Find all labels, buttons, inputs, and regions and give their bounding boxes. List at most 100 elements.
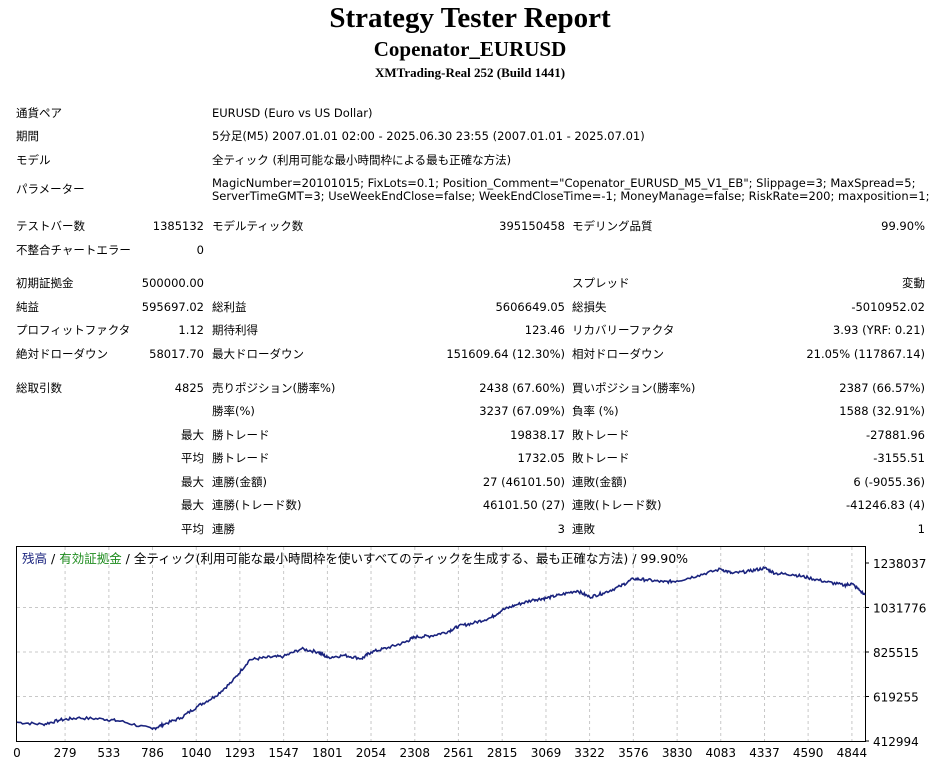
- recovery-value: 3.93 (YRF: 0.21): [832, 323, 925, 337]
- win-label: 勝率(%): [212, 404, 255, 418]
- model-ticks-value: 395150458: [499, 219, 565, 233]
- worst-trade-label: 敗トレード: [572, 428, 630, 442]
- net-label: 純益: [16, 300, 39, 314]
- report-title: Strategy Tester Report: [329, 2, 611, 34]
- best-trade-value: 19838.17: [510, 428, 565, 442]
- symbol-value: EURUSD (Euro vs US Dollar): [212, 106, 373, 120]
- short-label: 売りポジション(勝率%): [212, 381, 336, 395]
- short-value: 2438 (67.60%): [479, 381, 565, 395]
- quality-label: モデリング品質: [572, 219, 653, 233]
- x-tick-label: 2054: [356, 746, 387, 760]
- abs-dd-label: 絶対ドローダウン: [16, 347, 108, 361]
- model-ticks-label: モデルティック数: [212, 219, 304, 233]
- worst-trade-value: -27881.96: [865, 428, 925, 442]
- y-tick-label: 619255: [873, 690, 919, 704]
- x-tick-label: 3322: [574, 746, 605, 760]
- x-tick-label: 4844: [837, 746, 868, 760]
- expert-name: Copenator_EURUSD: [373, 37, 567, 61]
- max-consec-loss-label: 連敗(金額): [572, 475, 627, 489]
- test-bars-value: 1385132: [152, 219, 204, 233]
- avg-win-label: 勝トレード: [212, 451, 270, 465]
- avg-win-value: 1732.05: [517, 451, 565, 465]
- max-consec-profit-label: 連勝(トレード数): [212, 498, 302, 512]
- x-tick-label: 2308: [400, 746, 431, 760]
- max-consec-lossamt-label: 連敗(トレード数): [572, 498, 662, 512]
- max-consec-loss-value: 6 (-9055.36): [853, 475, 925, 489]
- mismatch-value: 0: [196, 243, 204, 257]
- legend-separator: /: [47, 551, 59, 566]
- max-dd-label: 最大ドローダウン: [212, 347, 304, 361]
- x-tick-label: 0: [13, 746, 21, 760]
- max-label-3: 最大: [181, 498, 204, 512]
- max-consec-win-value: 27 (46101.50): [482, 475, 565, 489]
- x-tick-label: 3576: [618, 746, 649, 760]
- params-label: パラメーター: [16, 182, 85, 196]
- rel-dd-label: 相対ドローダウン: [572, 347, 664, 361]
- avg-label-1: 平均: [181, 451, 204, 465]
- period-value: 5分足(M5) 2007.01.01 02:00 - 2025.06.30 23…: [212, 129, 645, 143]
- x-tick-label: 533: [97, 746, 120, 760]
- spread-label: スプレッド: [572, 276, 630, 290]
- chart-legend: 残高 / 有効証拠金 / 全ティック(利用可能な最小時間枠を使いすべてのティック…: [22, 551, 688, 566]
- long-value: 2387 (66.57%): [839, 381, 925, 395]
- x-tick-label: 1801: [312, 746, 343, 760]
- total-trades-value: 4825: [174, 381, 204, 395]
- recovery-label: リカバリーファクタ: [572, 323, 675, 337]
- server-build: XMTrading-Real 252 (Build 1441): [374, 65, 566, 80]
- gross-profit-value: 5606649.05: [495, 300, 565, 314]
- y-tick-label: 412994: [873, 735, 919, 749]
- x-tick-label: 2561: [443, 746, 474, 760]
- avg-label-2: 平均: [181, 522, 204, 536]
- gross-loss-label: 総損失: [572, 300, 607, 314]
- period-label: 期間: [16, 129, 39, 143]
- pf-value: 1.12: [178, 323, 204, 337]
- spread-value: 変動: [902, 276, 925, 290]
- legend-equity: 有効証拠金: [59, 551, 122, 566]
- avg-consec-loss-label: 連敗: [572, 522, 595, 536]
- deposit-value: 500000.00: [141, 276, 204, 290]
- max-label-2: 最大: [181, 475, 204, 489]
- max-dd-value: 151609.64 (12.30%): [446, 347, 565, 361]
- max-label-1: 最大: [181, 428, 204, 442]
- avg-consec-loss-value: 1: [917, 522, 925, 536]
- symbol-label: 通貨ペア: [16, 106, 62, 120]
- legend-balance: 残高: [22, 551, 47, 566]
- params-line-2: ServerTimeGMT=3; UseWeekEndClose=false; …: [212, 189, 930, 203]
- balance-chart-frame: [16, 546, 866, 742]
- x-tick-label: 4083: [705, 746, 736, 760]
- gross-loss-value: -5010952.02: [851, 300, 925, 314]
- x-tick-label: 2815: [487, 746, 518, 760]
- avg-consec-win-value: 3: [557, 522, 565, 536]
- abs-dd-value: 58017.70: [149, 347, 204, 361]
- y-tick-label: 1238037: [873, 557, 926, 571]
- loss-label: 負率 (%): [572, 404, 619, 418]
- quality-value: 99.90%: [881, 219, 925, 233]
- avg-loss-value: -3155.51: [873, 451, 925, 465]
- model-label: モデル: [16, 153, 51, 167]
- net-value: 595697.02: [141, 300, 204, 314]
- win-value: 3237 (67.09%): [479, 404, 565, 418]
- loss-value: 1588 (32.91%): [839, 404, 925, 418]
- balance-line: [16, 565, 866, 731]
- test-bars-label: テストバー数: [16, 219, 85, 233]
- x-tick-label: 3069: [531, 746, 562, 760]
- gross-profit-label: 総利益: [212, 300, 247, 314]
- x-tick-label: 4590: [793, 746, 824, 760]
- rel-dd-value: 21.05% (117867.14): [806, 347, 925, 361]
- y-tick-label: 825515: [873, 646, 919, 660]
- avg-loss-label: 敗トレード: [572, 451, 630, 465]
- x-tick-label: 1547: [268, 746, 299, 760]
- y-tick-label: 1031776: [873, 602, 926, 616]
- x-tick-label: 1293: [225, 746, 256, 760]
- best-trade-label: 勝トレード: [212, 428, 270, 442]
- total-trades-label: 総取引数: [16, 381, 62, 395]
- x-tick-label: 4337: [749, 746, 780, 760]
- pf-label: プロフィットファクタ: [16, 323, 131, 337]
- legend-description: / 全ティック(利用可能な最小時間枠を使いすべてのティックを生成する、最も正確な…: [122, 551, 688, 566]
- max-consec-lossamt-value: -41246.83 (4): [846, 498, 925, 512]
- payoff-value: 123.46: [524, 323, 565, 337]
- x-tick-label: 786: [141, 746, 164, 760]
- max-consec-profit-value: 46101.50 (27): [482, 498, 565, 512]
- avg-consec-win-label: 連勝: [212, 522, 235, 536]
